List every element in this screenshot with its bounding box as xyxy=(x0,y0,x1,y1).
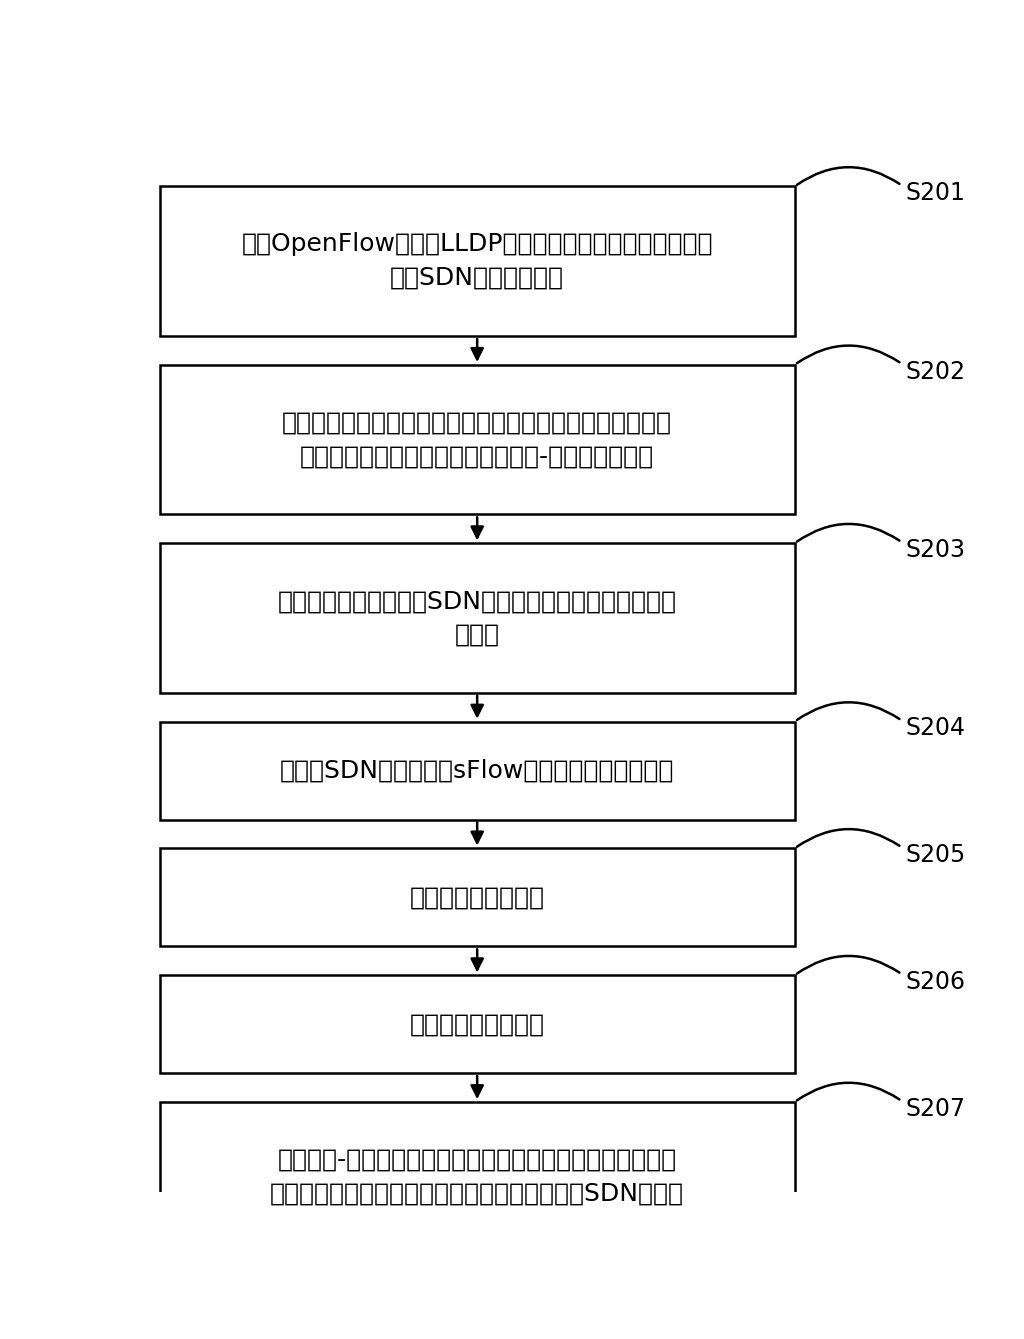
Bar xyxy=(160,544,795,692)
FancyArrowPatch shape xyxy=(797,167,899,185)
Text: S206: S206 xyxy=(905,969,966,994)
Text: 为数据流的流路径上的SDN交换机流表制定转发数据流的
流规则: 为数据流的流路径上的SDN交换机流表制定转发数据流的 流规则 xyxy=(278,589,677,647)
Bar xyxy=(160,722,795,819)
FancyArrowPatch shape xyxy=(797,1083,899,1101)
Text: 为数据流去除流水印: 为数据流去除流水印 xyxy=(410,1012,545,1036)
FancyArrowPatch shape xyxy=(797,956,899,973)
Text: S205: S205 xyxy=(905,844,966,868)
Text: 通过OpenFlow协议和LLDP协议从数据平面收集拓扑信息，
构造SDN交换机拓扑图: 通过OpenFlow协议和LLDP协议从数据平面收集拓扑信息， 构造SDN交换机… xyxy=(242,233,713,291)
Bar xyxy=(160,364,795,514)
Text: S202: S202 xyxy=(905,360,966,384)
Text: 为数据流嵌入流水印: 为数据流嵌入流水印 xyxy=(410,885,545,909)
Text: S204: S204 xyxy=(905,716,966,740)
Text: S207: S207 xyxy=(905,1097,966,1121)
FancyArrowPatch shape xyxy=(797,702,899,720)
Text: 为每个SDN交换机开启sFlow随机采样，收集采样包: 为每个SDN交换机开启sFlow随机采样，收集采样包 xyxy=(280,758,675,782)
Text: S201: S201 xyxy=(905,181,966,205)
Text: S203: S203 xyxy=(905,538,966,562)
Text: 为数据流生成唯一能够标识该数据流的流水印，并将流水印
与对应数据流的流路径保存到流水印-流路径散列表中: 为数据流生成唯一能够标识该数据流的流水印，并将流水印 与对应数据流的流路径保存到… xyxy=(283,411,672,469)
Text: 向流水印-流路径散列表请求流水印对应的数据流的流路径，
如果发现转发异常，则追溯产生异常转发行为的SDN交换机: 向流水印-流路径散列表请求流水印对应的数据流的流路径， 如果发现转发异常，则追溯… xyxy=(270,1148,684,1205)
FancyArrowPatch shape xyxy=(797,829,899,846)
Bar xyxy=(160,1102,795,1252)
Bar xyxy=(160,975,795,1073)
Bar xyxy=(160,849,795,947)
FancyArrowPatch shape xyxy=(797,524,899,541)
FancyArrowPatch shape xyxy=(797,345,899,363)
Bar xyxy=(160,186,795,336)
